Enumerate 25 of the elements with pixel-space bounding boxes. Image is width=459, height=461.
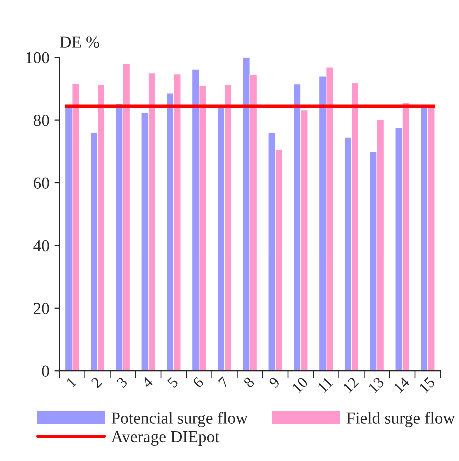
x-tick-label: 12 [342,376,360,394]
x-tick-label: 9 [268,376,281,389]
y-tick-label: 0 [42,366,50,378]
y-tick-label: 20 [34,303,50,314]
legend-label: Field surge flow [346,412,456,428]
legend-label: Potencial surge flow [112,412,248,428]
y-tick-label: 60 [34,178,50,189]
x-tick-label: 3 [116,376,128,388]
y-axis-title: DE % [60,36,100,48]
x-tick-label: 5 [167,376,179,388]
x-tick-label: 14 [394,376,410,394]
x-tick-label: 4 [142,376,154,389]
x-tick-label: 1 [66,376,78,388]
x-tick-label: 6 [192,376,204,389]
x-tick-label: 15 [418,376,436,394]
x-tick-label: 2 [90,376,102,388]
x-tick-label: 10 [292,376,309,394]
x-tick-label: 13 [368,376,385,394]
x-tick-label: 8 [243,376,256,389]
legend-label: Average DIEpot [111,431,220,446]
y-tick-label: 80 [34,115,50,126]
x-tick-label: 11 [318,376,334,393]
y-tick-label: 40 [34,240,50,252]
y-tick-label: 100 [26,52,50,64]
x-tick-label: 7 [218,376,230,388]
